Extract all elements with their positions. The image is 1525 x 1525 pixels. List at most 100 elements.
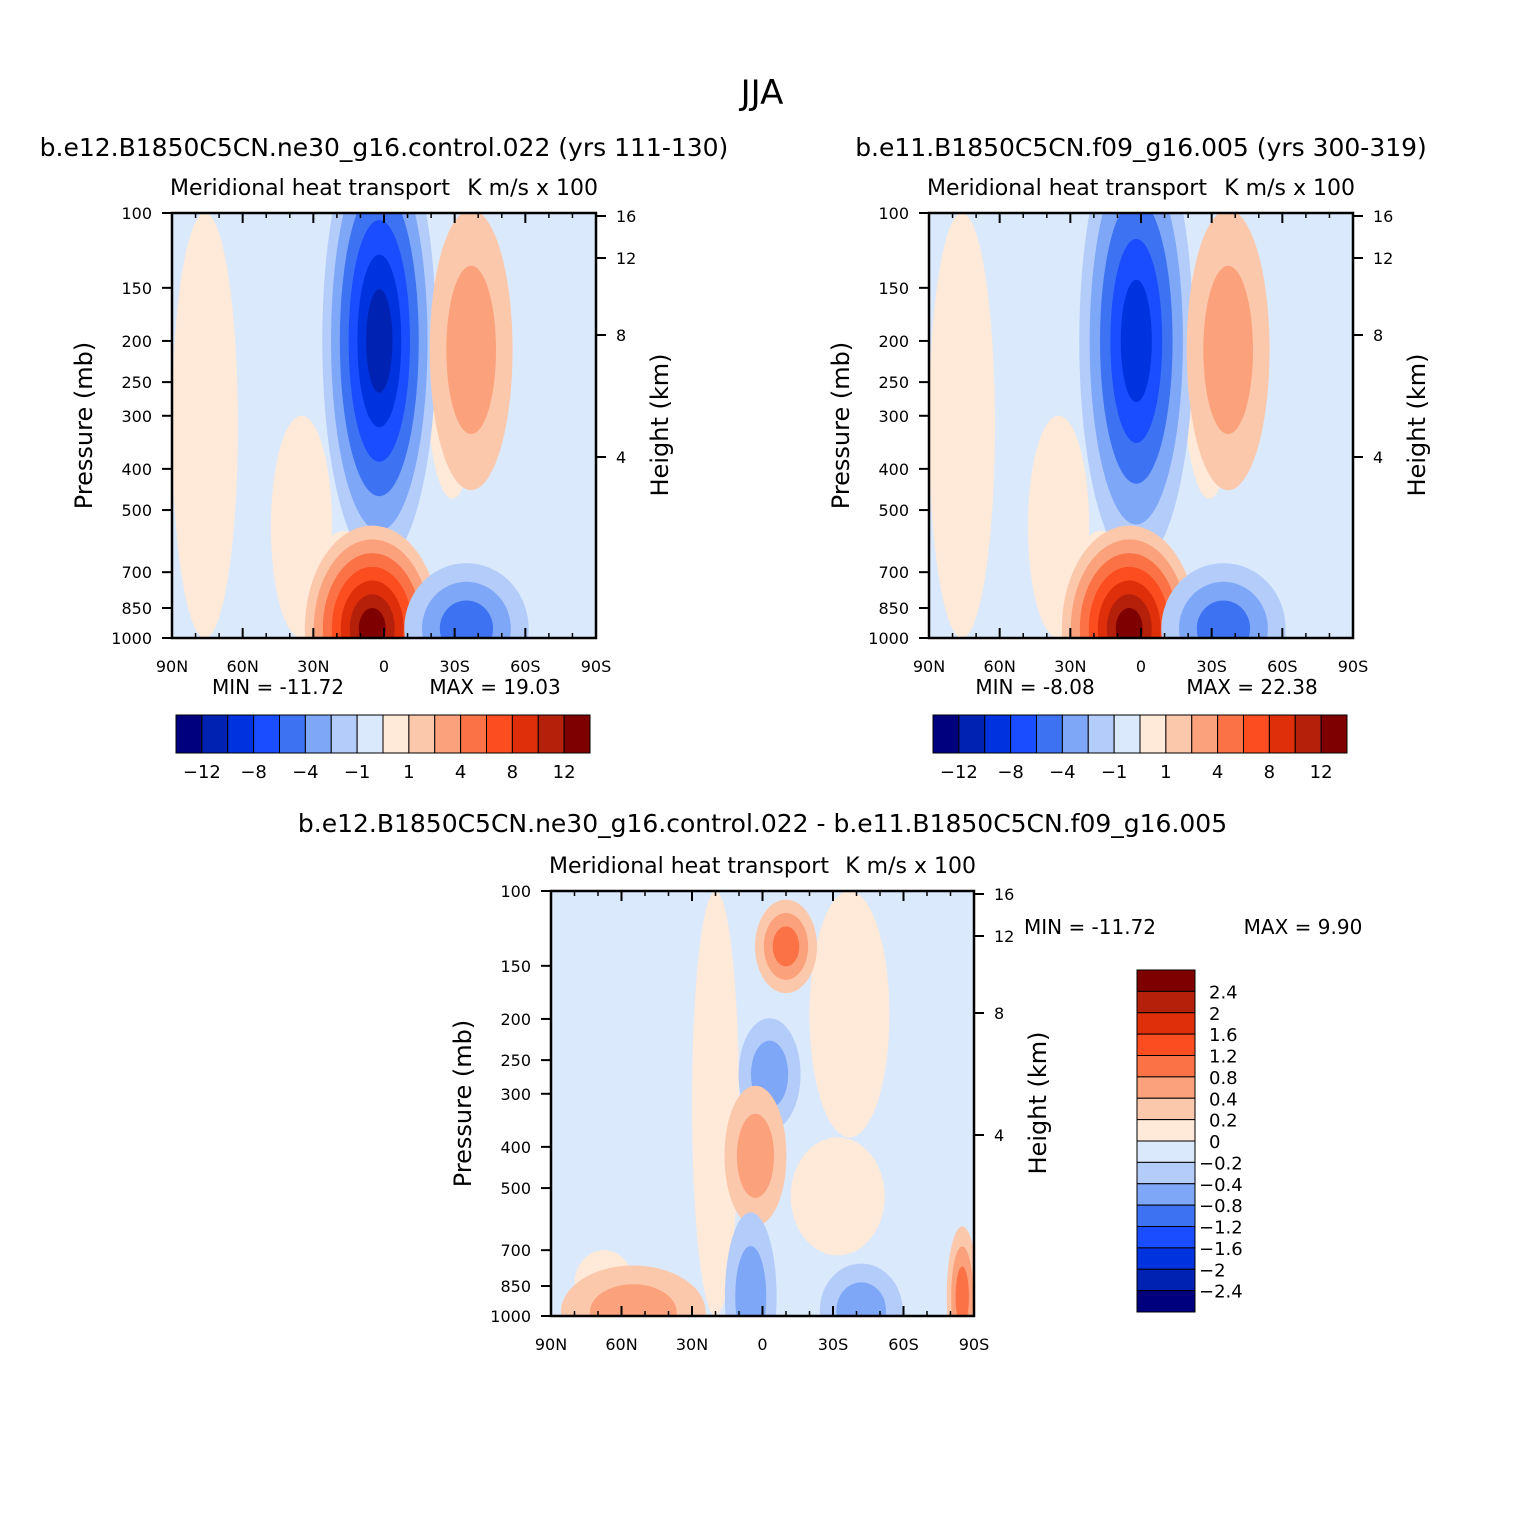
y-right-tick-label: 8 (616, 326, 626, 345)
colorbar-label: 0.8 (1209, 1068, 1238, 1089)
colorbar-swatch (1165, 714, 1193, 754)
colorbar-label: 0 (1209, 1132, 1220, 1153)
colorbar-label: 8 (1264, 762, 1275, 783)
x-tick-label: 60N (227, 657, 259, 676)
panel-units: K m/s x 100 (1224, 176, 1355, 201)
figure-title: JJA (739, 73, 784, 113)
colorbar-swatch (1010, 714, 1037, 754)
colorbar-label: −0.8 (1199, 1196, 1243, 1217)
y-right-tick-label: 12 (616, 249, 636, 268)
colorbar-swatch (1136, 990, 1196, 1014)
colorbar-label: −0.2 (1199, 1153, 1243, 1174)
y-tick-label: 1000 (111, 629, 152, 648)
colorbar-swatch (1268, 714, 1296, 754)
colorbar-label: 8 (507, 762, 518, 783)
y-right-tick-label: 12 (994, 927, 1014, 946)
x-tick-label: 90N (156, 657, 188, 676)
colorbar-swatch (563, 714, 591, 754)
colorbar-label: 2.4 (1209, 982, 1238, 1003)
colorbar-label: −8 (997, 762, 1024, 783)
colorbar-swatch (511, 714, 539, 754)
colorbar-label: −12 (940, 762, 978, 783)
colorbar-swatch (1136, 1183, 1196, 1206)
colorbar-swatch (1294, 714, 1322, 754)
colorbar-swatch (1136, 1226, 1196, 1249)
colorbar-swatch (1136, 969, 1196, 992)
y-tick-label: 1000 (868, 629, 909, 648)
y-tick-label: 500 (878, 501, 909, 520)
x-tick-label: 30S (439, 657, 470, 676)
colorbar-label: 1.2 (1209, 1047, 1238, 1068)
x-tick-label: 30S (818, 1335, 849, 1354)
y-tick-label: 200 (500, 1010, 531, 1029)
colorbar-swatch (1136, 1161, 1196, 1185)
x-tick-label: 60S (1267, 657, 1298, 676)
colorbar-swatch (1136, 1268, 1196, 1292)
colorbar-label: −1.6 (1199, 1239, 1243, 1260)
y-right-axis-label: Height (km) (646, 354, 674, 497)
y-axis-label: Pressure (mb) (70, 342, 98, 509)
weak-positive-zone (172, 213, 238, 638)
colorbar-swatch (201, 714, 229, 754)
contour-level (1120, 279, 1152, 403)
weak-positive-zone (929, 213, 995, 638)
panel-units: K m/s x 100 (467, 176, 598, 201)
contour-level (439, 600, 494, 638)
colorbar-swatch (1139, 714, 1167, 754)
contour-level (836, 1282, 887, 1316)
panel-subtitle: Meridional heat transport (927, 176, 1207, 201)
colorbar-swatch (1320, 714, 1348, 754)
colorbar-swatch (1136, 1140, 1196, 1163)
x-tick-label: 60S (888, 1335, 919, 1354)
colorbar-label: 0.2 (1209, 1111, 1238, 1132)
y-tick-label: 100 (500, 882, 531, 901)
colorbar-swatch (330, 714, 358, 754)
y-right-tick-label: 8 (994, 1004, 1004, 1023)
colorbar-label: 12 (1310, 762, 1333, 783)
contour-level (735, 1246, 767, 1316)
y-tick-label: 150 (121, 279, 152, 298)
colorbar-swatch (1136, 1119, 1196, 1142)
colorbar-label: −4 (1049, 762, 1076, 783)
colorbar-label: 4 (455, 762, 466, 783)
y-tick-label: 700 (500, 1241, 531, 1260)
x-tick-label: 90S (581, 657, 612, 676)
colorbar-label: 1.6 (1209, 1025, 1238, 1046)
y-tick-label: 200 (878, 332, 909, 351)
colorbar-label: −4 (292, 762, 319, 783)
contour-level (736, 1113, 775, 1198)
colorbar-swatch (486, 714, 513, 754)
y-tick-label: 300 (878, 407, 909, 426)
y-tick-label: 100 (878, 204, 909, 223)
x-tick-label: 90S (959, 1335, 990, 1354)
x-tick-label: 0 (1136, 657, 1146, 676)
contour-field (172, 213, 596, 638)
x-tick-label: 0 (757, 1335, 767, 1354)
colorbar-swatch (175, 714, 203, 754)
panel-3: b.e12.B1850C5CN.ne30_g16.control.022 - b… (298, 809, 1362, 1354)
x-tick-label: 30N (1054, 657, 1086, 676)
y-tick-label: 250 (500, 1051, 531, 1070)
colorbar-swatch (434, 714, 462, 754)
colorbar-label: −1.2 (1199, 1218, 1243, 1239)
min-stat: MIN = -8.08 (975, 675, 1094, 699)
y-right-tick-label: 4 (616, 448, 626, 467)
contour-field (929, 213, 1353, 638)
colorbar-label: −0.4 (1199, 1175, 1243, 1196)
colorbar-label: 4 (1212, 762, 1223, 783)
colorbar: −12 −8 −4 −1 1 4 8 12 (932, 714, 1348, 783)
y-right-tick-label: 4 (994, 1126, 1004, 1145)
x-tick-label: 60N (984, 657, 1016, 676)
colorbar-label: −1 (344, 762, 371, 783)
x-tick-label: 60N (605, 1335, 637, 1354)
contour-level (1115, 607, 1143, 638)
colorbar: −12 −8 −4 −1 1 4 8 12 (175, 714, 591, 783)
colorbar-swatch (958, 714, 986, 754)
colorbar-swatch (537, 714, 565, 754)
y-tick-label: 700 (878, 563, 909, 582)
colorbar: 2.421.61.20.80.40.20−0.2−0.4−0.8−1.2−1.6… (1136, 969, 1243, 1313)
y-right-tick-label: 8 (1373, 326, 1383, 345)
y-tick-label: 150 (500, 957, 531, 976)
colorbar-swatch (1061, 714, 1089, 754)
